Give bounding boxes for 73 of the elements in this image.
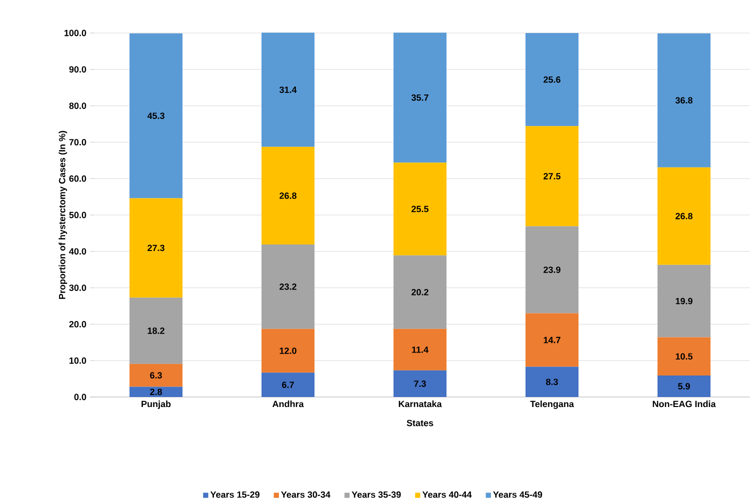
x-tick-label: Andhra xyxy=(272,400,304,408)
data-label: 10.5 xyxy=(676,353,693,360)
bar xyxy=(130,364,183,387)
bar xyxy=(394,328,447,370)
bar xyxy=(130,298,183,364)
x-tick-label: Punjab xyxy=(142,400,171,409)
data-label: 20.2 xyxy=(412,288,428,296)
legend-label: Years 15-29 xyxy=(210,491,260,498)
bar xyxy=(658,33,711,168)
y-axis-title: Proportion of hysterctomy Cases (In %) xyxy=(58,130,68,299)
data-label: 19.9 xyxy=(676,298,692,304)
data-label: 25.5 xyxy=(412,206,429,212)
data-label: 23.2 xyxy=(280,284,296,290)
bar xyxy=(262,244,315,329)
bar xyxy=(526,366,579,397)
data-label: 7.3 xyxy=(414,380,426,387)
data-label: 8.3 xyxy=(546,378,558,386)
legend-label: Years 45-49 xyxy=(493,491,542,498)
bar xyxy=(262,146,315,244)
y-tick-label: 100.0 xyxy=(64,30,86,36)
data-label: 27.3 xyxy=(148,244,164,252)
data-label: 36.8 xyxy=(675,97,692,104)
y-tick-label: 50.0 xyxy=(69,212,86,218)
data-label: 14.7 xyxy=(544,336,560,344)
x-axis-title: States xyxy=(406,420,434,426)
bar xyxy=(394,32,447,163)
data-label: 18.2 xyxy=(148,328,164,334)
y-tick-label: 30.0 xyxy=(69,284,86,291)
y-tick-label: 20.0 xyxy=(69,321,86,328)
data-label: 26.8 xyxy=(676,212,692,220)
bar xyxy=(394,255,447,329)
bar xyxy=(658,337,711,376)
legend-label: Years 40-44 xyxy=(422,491,472,498)
data-label: 12.0 xyxy=(280,348,296,354)
x-tick-label: Karnataka xyxy=(398,400,442,408)
data-label: 26.8 xyxy=(280,192,296,199)
bar xyxy=(130,386,183,397)
bar xyxy=(262,372,315,397)
data-label: 31.4 xyxy=(279,86,297,93)
bar xyxy=(394,370,447,397)
data-label: 27.5 xyxy=(544,173,561,180)
y-tick-label: 90.0 xyxy=(69,66,86,73)
data-label: 35.7 xyxy=(411,94,428,101)
legend-label: Years 30-34 xyxy=(281,491,330,498)
legend-label: Years 35-39 xyxy=(352,491,401,498)
bar xyxy=(526,33,579,126)
x-tick-label: Telengana xyxy=(530,400,574,409)
bar xyxy=(262,32,315,147)
bar xyxy=(658,167,711,265)
bar xyxy=(394,162,447,256)
data-label: 6.3 xyxy=(150,372,162,379)
bar xyxy=(658,376,711,397)
bar xyxy=(526,126,579,226)
y-tick-label: 80.0 xyxy=(69,102,86,109)
data-label: 5.9 xyxy=(678,383,690,390)
y-tick-label: 40.0 xyxy=(69,248,86,255)
bar xyxy=(526,226,579,314)
y-tick-label: 10.0 xyxy=(70,357,86,364)
bar xyxy=(526,313,579,367)
y-tick-label: 70.0 xyxy=(69,139,86,146)
y-tick-label: 0.0 xyxy=(74,394,86,400)
data-label: 11.4 xyxy=(412,346,428,353)
bar xyxy=(262,328,315,373)
bar xyxy=(130,198,183,298)
data-label: 6.7 xyxy=(282,382,294,388)
data-label: 2.8 xyxy=(150,388,162,396)
y-tick-label: 60.0 xyxy=(69,175,86,182)
data-label: 23.9 xyxy=(544,266,560,273)
data-label: 25.6 xyxy=(544,76,560,83)
x-tick-label: Non-EAG India xyxy=(652,400,716,408)
bar xyxy=(130,33,183,198)
data-label: 45.3 xyxy=(147,112,164,119)
bar xyxy=(658,264,711,338)
